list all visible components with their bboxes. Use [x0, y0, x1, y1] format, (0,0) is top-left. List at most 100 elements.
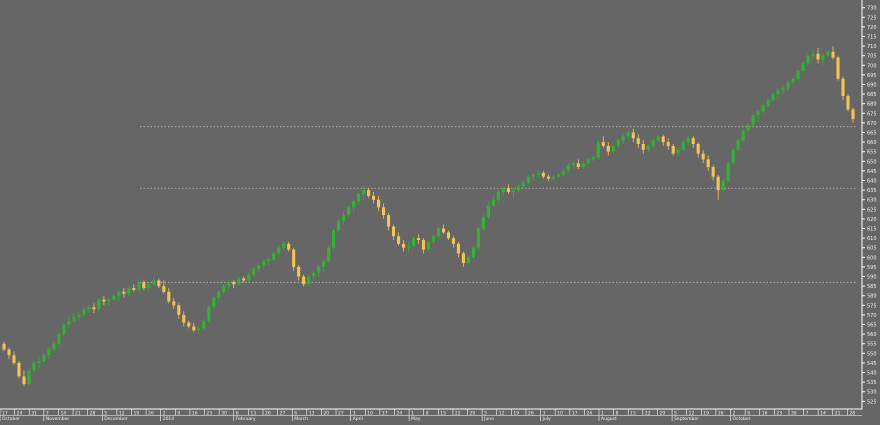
x-day-label: 20	[265, 411, 271, 417]
x-day-label: 13	[250, 411, 256, 417]
x-day-label: 19	[513, 411, 519, 417]
candle-body	[401, 243, 406, 248]
candle-body	[456, 243, 461, 254]
candle-body	[746, 124, 750, 131]
y-tick-label: 670	[867, 121, 877, 127]
x-day-label: 12	[119, 411, 125, 417]
candle-body	[252, 268, 256, 275]
x-day-label: 3	[353, 411, 356, 417]
candle-body	[616, 140, 620, 146]
y-tick-label: 645	[867, 169, 877, 175]
candle-body	[466, 257, 471, 264]
candle-body	[82, 309, 86, 315]
candle-body	[192, 326, 196, 331]
x-day-label: 2	[163, 411, 166, 417]
candle-body	[471, 247, 475, 258]
candle-body	[237, 278, 241, 285]
x-day-label: 24	[396, 411, 402, 417]
y-tick-label: 595	[867, 265, 877, 271]
candle-body	[586, 159, 590, 164]
candle-body	[52, 343, 56, 350]
y-tick-label: 605	[867, 246, 877, 252]
candle-body	[436, 228, 441, 237]
candle-body	[122, 291, 126, 294]
candle-body	[137, 282, 141, 290]
candle-body	[307, 276, 311, 285]
candle-body	[277, 247, 281, 254]
x-day-label: 28	[90, 411, 96, 417]
candle-body	[202, 320, 206, 329]
y-tick-label: 675	[867, 111, 877, 117]
candle-body	[731, 149, 735, 164]
candle-body	[816, 53, 820, 60]
candle-body	[806, 55, 810, 64]
candle-body	[337, 220, 341, 231]
candle-body	[451, 238, 456, 244]
candle-body	[446, 232, 451, 239]
candle-body	[461, 253, 466, 264]
candle-body	[157, 280, 161, 287]
candle-body	[691, 138, 695, 145]
candle-body	[267, 259, 271, 262]
candle-body	[631, 132, 635, 139]
x-day-label: 26	[528, 411, 534, 417]
candle-body	[97, 299, 101, 310]
x-month-label: October	[733, 416, 751, 421]
candle-body	[496, 192, 500, 200]
x-day-label: 22	[455, 411, 461, 417]
x-day-label: 9	[177, 411, 180, 417]
x-day-label: 9	[747, 411, 750, 417]
y-tick-label: 685	[867, 92, 877, 98]
candle-body	[661, 136, 665, 143]
candle-body	[611, 145, 615, 152]
candle-body	[297, 266, 301, 277]
candle-body	[112, 295, 116, 300]
candle-body	[716, 176, 720, 191]
candle-body	[596, 142, 600, 158]
candle-body	[476, 228, 480, 248]
candle-body	[576, 163, 580, 168]
y-tick-label: 560	[867, 332, 877, 338]
candle-body	[332, 230, 336, 248]
candle-body	[651, 140, 655, 146]
candle-body	[152, 280, 156, 285]
candle-body	[701, 153, 705, 160]
candle-body	[292, 249, 296, 267]
x-day-label: 8	[426, 411, 429, 417]
x-day-label: 31	[31, 411, 37, 417]
candle-body	[142, 282, 146, 289]
candle-body	[796, 71, 800, 79]
x-day-label: 19	[133, 411, 139, 417]
x-month-label: June	[483, 416, 494, 421]
candle-body	[102, 299, 106, 302]
y-tick-label: 650	[867, 159, 877, 165]
x-day-label: 16	[762, 411, 768, 417]
candle-body	[526, 176, 530, 183]
candle-body	[601, 142, 605, 146]
x-day-label: 14	[820, 411, 826, 417]
x-day-label: 29	[659, 411, 665, 417]
candle-body	[786, 82, 790, 89]
x-day-label: 17	[382, 411, 388, 417]
y-tick-label: 575	[867, 303, 877, 309]
y-tick-label: 655	[867, 150, 877, 156]
candle-body	[377, 199, 381, 208]
candle-body	[681, 142, 685, 150]
x-day-label: 12	[689, 411, 695, 417]
candle-body	[177, 305, 181, 315]
y-tick-label: 695	[867, 73, 877, 79]
candle-body	[821, 55, 825, 60]
candle-body	[831, 51, 835, 58]
candle-body	[22, 376, 26, 385]
candle-body	[172, 301, 176, 306]
candle-body	[167, 291, 171, 302]
y-tick-label: 615	[867, 227, 877, 233]
x-month-label: April	[353, 416, 363, 421]
candle-body	[851, 109, 855, 120]
candle-body	[352, 201, 356, 208]
candle-body	[506, 188, 510, 193]
candle-body	[756, 111, 760, 116]
x-day-label: 2	[733, 411, 736, 417]
candle-body	[591, 157, 595, 160]
